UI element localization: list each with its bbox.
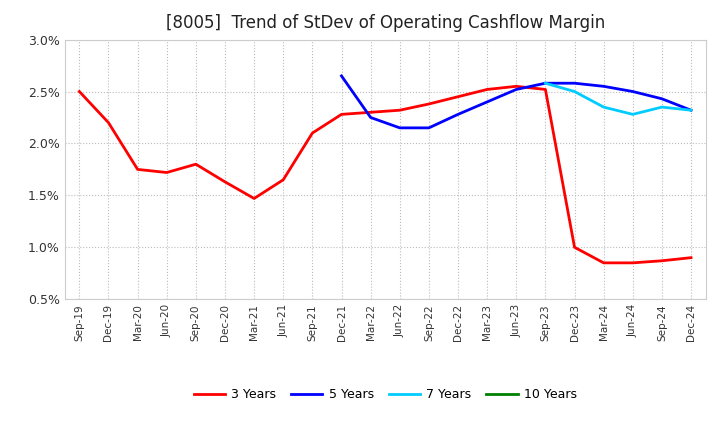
Legend: 3 Years, 5 Years, 7 Years, 10 Years: 3 Years, 5 Years, 7 Years, 10 Years [189, 383, 582, 406]
Title: [8005]  Trend of StDev of Operating Cashflow Margin: [8005] Trend of StDev of Operating Cashf… [166, 15, 605, 33]
